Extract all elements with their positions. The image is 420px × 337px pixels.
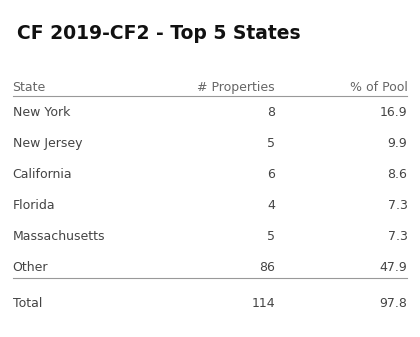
Text: 7.3: 7.3 — [388, 199, 407, 212]
Text: 5: 5 — [267, 230, 275, 243]
Text: CF 2019-CF2 - Top 5 States: CF 2019-CF2 - Top 5 States — [17, 24, 300, 42]
Text: 97.8: 97.8 — [380, 297, 407, 310]
Text: Massachusetts: Massachusetts — [13, 230, 105, 243]
Text: 8.6: 8.6 — [388, 168, 407, 181]
Text: 4: 4 — [267, 199, 275, 212]
Text: New York: New York — [13, 106, 70, 119]
Text: California: California — [13, 168, 72, 181]
Text: Other: Other — [13, 261, 48, 274]
Text: 8: 8 — [267, 106, 275, 119]
Text: # Properties: # Properties — [197, 81, 275, 94]
Text: 86: 86 — [259, 261, 275, 274]
Text: 16.9: 16.9 — [380, 106, 407, 119]
Text: % of Pool: % of Pool — [349, 81, 407, 94]
Text: Florida: Florida — [13, 199, 55, 212]
Text: 6: 6 — [267, 168, 275, 181]
Text: 5: 5 — [267, 137, 275, 150]
Text: 7.3: 7.3 — [388, 230, 407, 243]
Text: 47.9: 47.9 — [380, 261, 407, 274]
Text: New Jersey: New Jersey — [13, 137, 82, 150]
Text: 9.9: 9.9 — [388, 137, 407, 150]
Text: Total: Total — [13, 297, 42, 310]
Text: State: State — [13, 81, 46, 94]
Text: 114: 114 — [252, 297, 275, 310]
